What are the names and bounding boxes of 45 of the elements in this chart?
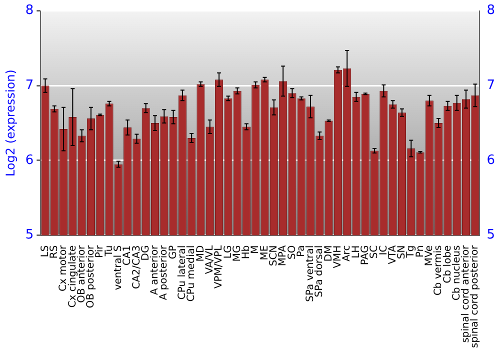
x-tick-label: DM (323, 245, 334, 262)
x-tick-label: Cx cingulate (67, 245, 78, 308)
x-tick-label: VA/VL (204, 244, 216, 274)
y2-tick-label: 6 (486, 152, 496, 168)
x-tick-label: RS (48, 245, 60, 259)
x-tick-label: GP (168, 245, 179, 260)
x-tick-label: CA1 (122, 245, 134, 266)
x-tick-label: LH (350, 245, 362, 258)
y-tick-label: 6 (25, 152, 34, 168)
x-tick-label: Tg (406, 245, 417, 259)
x-tick-label: VPM/VPL (214, 244, 225, 289)
x-tick-label: spinal cord posterior (470, 244, 481, 348)
x-tick-label: Pir (94, 244, 106, 258)
x-tick-label: MVe (424, 245, 436, 266)
y-tick-label: 7 (25, 78, 34, 94)
x-tick-label: PAG (360, 245, 371, 266)
y-tick-label: 8 (25, 3, 34, 18)
x-tick-label: SO (286, 245, 298, 260)
x-tick-label: Pa (296, 245, 307, 258)
x-tick-label: OB posterior (86, 244, 97, 308)
x-tick-label: MG (232, 245, 243, 262)
x-tick-label: LS (40, 245, 51, 258)
x-tick-label: LG (222, 245, 234, 259)
x-tick-label: A posterior (158, 244, 170, 300)
x-tick-label: MPA (278, 245, 289, 266)
x-tick-label: M (250, 245, 262, 254)
x-tick-label: CA2/CA3 (131, 245, 142, 290)
x-tick-label: CPu medial (186, 245, 198, 302)
x-tick-label: MD (195, 244, 206, 262)
x-tick-label: ME (259, 245, 270, 260)
x-tick-label: VTA (387, 245, 398, 264)
x-tick-label: IC (378, 245, 390, 256)
y2-tick-label: 7 (486, 78, 496, 94)
y-axis-title: Log2 (expression) (3, 70, 18, 177)
x-tick-label: Cb nucleus (451, 245, 462, 300)
y-tick-label: 5 (25, 228, 34, 243)
y2-tick-label: 8 (486, 3, 496, 18)
x-tick-label: SPa dorsal (314, 245, 326, 298)
x-tick-label: Tu (104, 245, 115, 258)
x-tick-label: DG (140, 245, 152, 261)
y2-tick-label: 5 (486, 228, 496, 243)
x-tick-label: Cb lobe (442, 245, 454, 284)
x-tick-label: Arc (342, 245, 353, 262)
x-tick-label: Pn (414, 245, 426, 258)
x-tick-label: SC (369, 245, 380, 259)
